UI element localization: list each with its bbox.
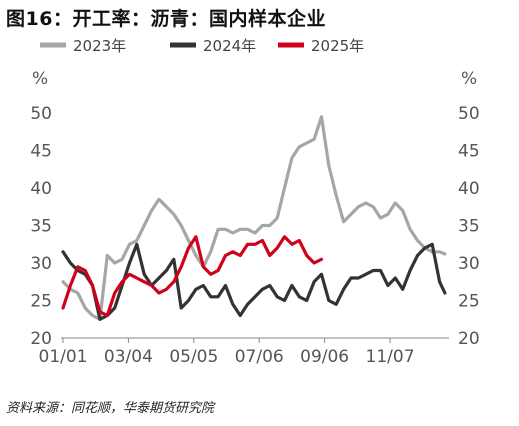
legend-label: 2024年 [203,37,256,55]
x-tick-label: 01/01 [39,347,88,367]
y-unit-label-right: % [461,69,477,89]
y-tick-label-left: 50 [30,104,52,124]
y-tick-label-left: 20 [30,329,52,349]
y-tick-label-left: 45 [30,142,52,162]
x-tick-label: 11/07 [366,347,415,367]
source-note: 资料来源：同花顺，华泰期货研究院 [6,401,215,416]
y-tick-label-right: 35 [458,217,480,237]
series-line-2024年 [61,242,447,321]
y-tick-label-right: 25 [458,292,480,312]
y-tick-label-right: 20 [458,329,480,349]
y-tick-label-right: 30 [458,254,480,274]
chart-axes: 20 20 25 25 30 30 35 35 40 40 45 45 50 50% % 01/01 03/04… [30,69,479,367]
chart-legend: 2023年 2024年 2025年 [40,37,364,55]
y-tick-label-left: 30 [30,254,52,274]
x-tick-label: 07/06 [235,347,284,367]
x-tick-label: 09/06 [300,347,349,367]
series-line-2023年 [61,115,447,321]
plot-area [61,115,447,321]
legend-label: 2025年 [311,37,364,55]
y-tick-label-right: 45 [458,142,480,162]
legend-label: 2023年 [73,37,126,55]
y-tick-label-left: 35 [30,217,52,237]
x-tick-label: 05/05 [169,347,218,367]
y-unit-label-left: % [32,69,48,89]
chart-title: 图16：开工率：沥青：国内样本企业 [6,8,326,30]
y-tick-label-right: 40 [458,179,480,199]
y-tick-label-right: 50 [458,104,480,124]
x-tick-label: 03/04 [104,347,153,367]
y-tick-label-left: 25 [30,292,52,312]
y-tick-label-left: 40 [30,179,52,199]
series-line-2025年 [61,235,324,318]
chart-area: 2023年 2024年 2025年 20 20 25 25 30 30 35 35 40 40 45 45… [30,37,479,367]
